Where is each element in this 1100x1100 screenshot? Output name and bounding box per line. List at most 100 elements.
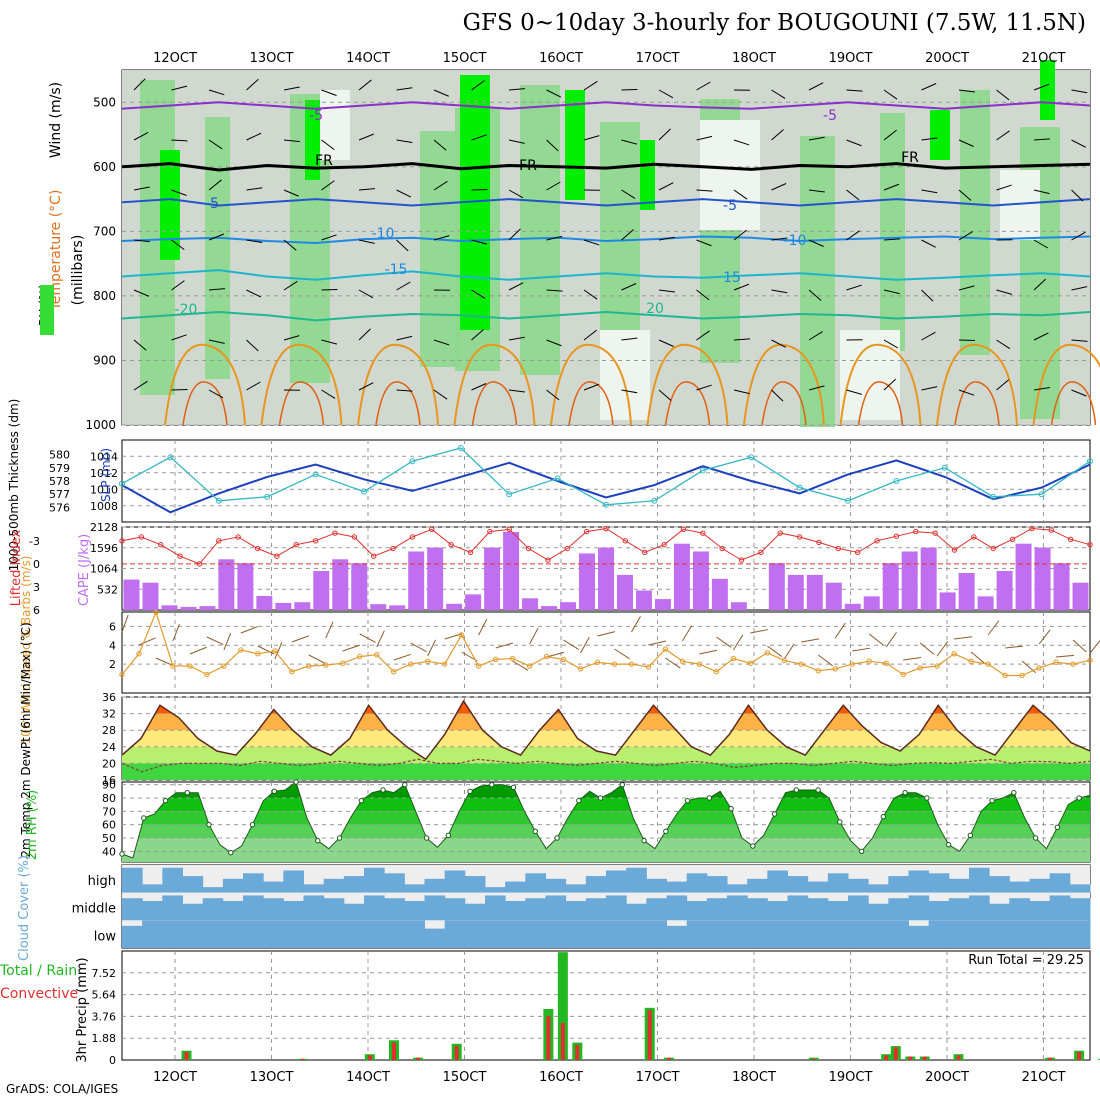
cloud-bar-low: [666, 925, 688, 948]
wind-marker: [543, 653, 550, 660]
cloud-bar-high: [807, 881, 829, 893]
wind-barb: [246, 132, 262, 141]
wind-marker: [255, 651, 261, 657]
wind-barb: [321, 288, 338, 291]
cloud-bar-middle: [747, 898, 768, 921]
li-marker: [700, 530, 706, 536]
cape-bar: [560, 602, 577, 610]
cloud-bar-low: [122, 925, 143, 948]
wind-marker: [221, 663, 227, 669]
li-marker: [796, 534, 803, 540]
wind-barb: [1071, 89, 1088, 94]
wind-barb: [921, 386, 938, 391]
wind-barb: [658, 182, 674, 191]
x-tick-top: 19OCT: [829, 51, 873, 66]
rh-marker: [423, 835, 430, 841]
li-marker: [1048, 527, 1054, 533]
precip-conv-label: Convective: [0, 986, 78, 1002]
wind-barb: [958, 285, 975, 291]
warm-contour: [743, 343, 825, 426]
rh-marker: [1011, 789, 1017, 796]
precip-tick-label: 0: [109, 1054, 116, 1067]
wind-barb: [771, 129, 784, 141]
wind-barb-10m: [681, 625, 693, 642]
wind-marker: [764, 650, 771, 656]
x-tick-top: 12OCT: [153, 51, 197, 66]
thickness-marker: [748, 454, 755, 461]
wind-barb: [621, 139, 638, 145]
thickness-marker: [1087, 458, 1093, 465]
warm-contour: [260, 343, 343, 426]
wind-barb: [133, 239, 150, 243]
wind-barb: [546, 139, 559, 152]
cape-bar: [522, 598, 539, 610]
wind-marker: [408, 661, 414, 667]
wind-barb-10m: [614, 648, 630, 660]
cape-bar: [161, 605, 178, 610]
cape-bar: [256, 595, 273, 610]
wind-barb: [358, 328, 371, 341]
wind-marker: [849, 661, 855, 667]
thickness-marker: [845, 497, 851, 504]
wind-barb: [921, 331, 936, 341]
rh-marker: [467, 788, 473, 795]
wind-marker: [917, 665, 923, 671]
rh-marker: [1054, 824, 1061, 831]
cape-bar: [142, 582, 159, 610]
cloud-bar-high: [525, 873, 546, 893]
rh-marker: [815, 787, 821, 793]
rh-marker: [489, 781, 495, 788]
precip-conv-bar: [884, 1055, 889, 1060]
wind-barb: [171, 388, 188, 391]
wind-tick-label: 6: [109, 620, 116, 633]
wind-barb-10m: [868, 633, 884, 646]
wind-barb: [283, 239, 297, 251]
li-marker: [448, 541, 454, 548]
wind-barb: [508, 282, 524, 291]
cape-bar: [389, 605, 406, 610]
cape-bar: [294, 602, 311, 610]
cape-axis-label: CAPE (J/kg): [77, 534, 92, 606]
wind-barb: [846, 230, 860, 241]
wind-barb: [696, 384, 712, 391]
temperature-axis-label: Temperature (°C): [48, 190, 64, 312]
cloud-bar-low: [767, 920, 788, 948]
warm-contour-inner: [278, 381, 325, 426]
rh-marker: [445, 832, 451, 839]
precip-conv-bar: [647, 1010, 652, 1060]
wind-barb-10m: [1038, 629, 1051, 645]
series-thickness: [121, 447, 1091, 506]
rh-marker: [576, 797, 582, 804]
wind-barb-10m: [580, 637, 590, 654]
cape-bar: [711, 578, 728, 610]
series-dewpt: [121, 758, 1091, 773]
cloud-bar-low: [202, 920, 224, 948]
wind-barb-10m: [325, 621, 334, 639]
x-tick-top: 13OCT: [250, 51, 294, 66]
wind-barb-10m: [970, 651, 986, 664]
wind10-axis-label: 10m Wind Speed & Barbs (m/s): [19, 556, 33, 745]
wind-barb-10m: [1072, 639, 1087, 653]
cape-bar: [275, 602, 292, 610]
li-marker: [874, 538, 880, 544]
wind-barb: [808, 136, 825, 141]
wind-barb: [208, 233, 225, 241]
wind-barb: [508, 189, 524, 199]
x-tick-bottom: 18OCT: [732, 1070, 776, 1085]
cape-tick-label: 2128: [90, 521, 118, 534]
wind-barb: [321, 389, 336, 399]
li-marker: [196, 561, 203, 567]
contour-label: -5: [723, 198, 737, 214]
x-tick-bottom: 16OCT: [539, 1070, 583, 1085]
li-marker: [274, 553, 280, 559]
li-tick-label: -3: [29, 535, 40, 548]
li-marker: [506, 526, 512, 533]
cloud-bar-middle: [283, 900, 304, 921]
warm-contour-inner: [568, 381, 614, 426]
series-temp: [121, 699, 1091, 761]
wind-marker: [1053, 659, 1059, 665]
wind-barb: [583, 135, 600, 141]
cloud-bar-low: [727, 920, 748, 948]
warm-contour-inner: [664, 381, 711, 426]
cloud-bar-high: [243, 873, 264, 893]
